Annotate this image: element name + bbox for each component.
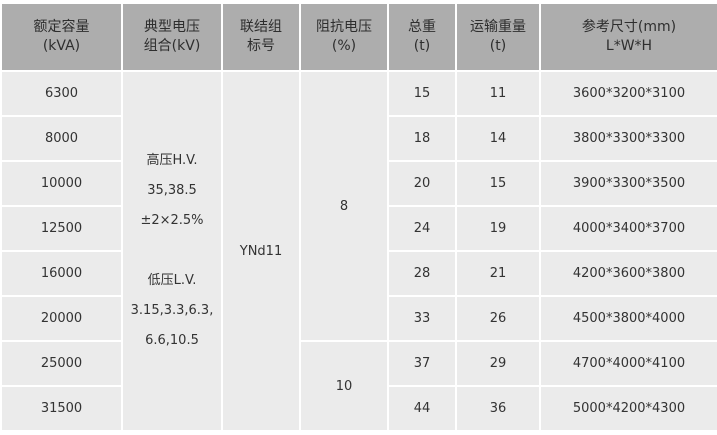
transport-weight-cell: 19	[455, 205, 541, 252]
size-cell: 5000*4200*4300	[539, 385, 717, 432]
transport-weight-cell: 36	[455, 385, 541, 432]
lv-values: 6.6,10.5	[145, 333, 199, 348]
size-cell: 3600*3200*3100	[539, 70, 717, 117]
size-cell: 4500*3800*4000	[539, 295, 717, 342]
table-row: 10000 20 15 3900*3300*3500	[0, 160, 717, 207]
table-row: 25000 10 37 29 4700*4000*4100	[0, 340, 717, 432]
header-line: (%)	[331, 38, 357, 54]
header-line: L*W*H	[605, 38, 653, 54]
total-weight-cell: 37	[387, 340, 457, 387]
capacity-cell: 31500	[0, 385, 123, 432]
header-vector-group: 联结组 标号	[221, 2, 301, 72]
table-row: 8000 18 14 3800*3300*3300	[0, 115, 717, 162]
header-line: 运输重量	[470, 19, 526, 35]
header-line: (t)	[413, 38, 431, 54]
total-weight-cell: 18	[387, 115, 457, 162]
transport-weight-cell: 14	[455, 115, 541, 162]
total-weight-cell: 24	[387, 205, 457, 252]
hv-tap: ±2×2.5%	[140, 213, 204, 228]
header-line: 联结组	[240, 19, 282, 35]
table-row: 12500 24 19 4000*3400*3700	[0, 205, 717, 252]
header-line: 额定容量	[33, 19, 90, 35]
header-line: 总重	[408, 19, 436, 35]
size-cell: 4700*4000*4100	[539, 340, 717, 387]
size-cell: 4000*3400*3700	[539, 205, 717, 252]
hv-label: 高压H.V.	[146, 153, 198, 168]
header-line: 标号	[247, 38, 275, 54]
capacity-cell: 20000	[0, 295, 123, 342]
total-weight-cell: 15	[387, 70, 457, 117]
capacity-cell: 25000	[0, 340, 123, 387]
total-weight-cell: 20	[387, 160, 457, 207]
capacity-cell: 12500	[0, 205, 123, 252]
capacity-cell: 10000	[0, 160, 123, 207]
table-row: 6300 高压H.V. 35,38.5 ±2×2.5% 低压L.V. 3.15,…	[0, 70, 717, 432]
capacity-cell: 6300	[0, 70, 123, 117]
size-cell: 4200*3600*3800	[539, 250, 717, 297]
header-line: 参考尺寸(mm)	[581, 19, 677, 35]
header-size: 参考尺寸(mm) L*W*H	[539, 2, 717, 72]
header-transport-weight: 运输重量 (t)	[455, 2, 541, 72]
header-line: 典型电压	[144, 19, 200, 35]
transport-weight-cell: 29	[455, 340, 541, 387]
table-row: 16000 28 21 4200*3600*3800	[0, 250, 717, 297]
table-row: 20000 33 26 4500*3800*4000	[0, 295, 717, 342]
table-row: 31500 44 36 5000*4200*4300	[0, 385, 717, 432]
header-line: (t)	[489, 38, 507, 54]
lv-label: 低压L.V.	[147, 273, 197, 288]
header-voltage: 典型电压组合(kV)	[121, 2, 223, 72]
total-weight-cell: 33	[387, 295, 457, 342]
total-weight-cell: 28	[387, 250, 457, 297]
transport-weight-cell: 26	[455, 295, 541, 342]
header-line: 组合(kV)	[143, 38, 201, 54]
header-impedance: 阻抗电压 (%)	[299, 2, 389, 72]
hv-values: 35,38.5	[147, 183, 197, 198]
impedance-cell: 8	[299, 70, 389, 342]
voltage-cell: 高压H.V. 35,38.5 ±2×2.5% 低压L.V. 3.15,3.3,6…	[121, 70, 223, 432]
header-total-weight: 总重 (t)	[387, 2, 457, 72]
vector-group-cell: YNd11	[221, 70, 301, 432]
capacity-cell: 8000	[0, 115, 123, 162]
capacity-cell: 16000	[0, 250, 123, 297]
impedance-cell: 10	[299, 340, 389, 432]
transport-weight-cell: 11	[455, 70, 541, 117]
size-cell: 3900*3300*3500	[539, 160, 717, 207]
transport-weight-cell: 15	[455, 160, 541, 207]
header-line: (kVA)	[42, 38, 81, 54]
size-cell: 3800*3300*3300	[539, 115, 717, 162]
total-weight-cell: 44	[387, 385, 457, 432]
transport-weight-cell: 21	[455, 250, 541, 297]
header-row: 额定容量 (kVA) 典型电压 组合(kV) 联结组 标号 阻抗电压 (%) 总重 (t) 运输重量…	[0, 2, 717, 72]
header-line: 阻抗电压	[316, 19, 372, 35]
header-capacity: 额定容量 (kVA)	[0, 2, 123, 72]
lv-values: 3.15,3.3,6.3,	[130, 303, 214, 318]
